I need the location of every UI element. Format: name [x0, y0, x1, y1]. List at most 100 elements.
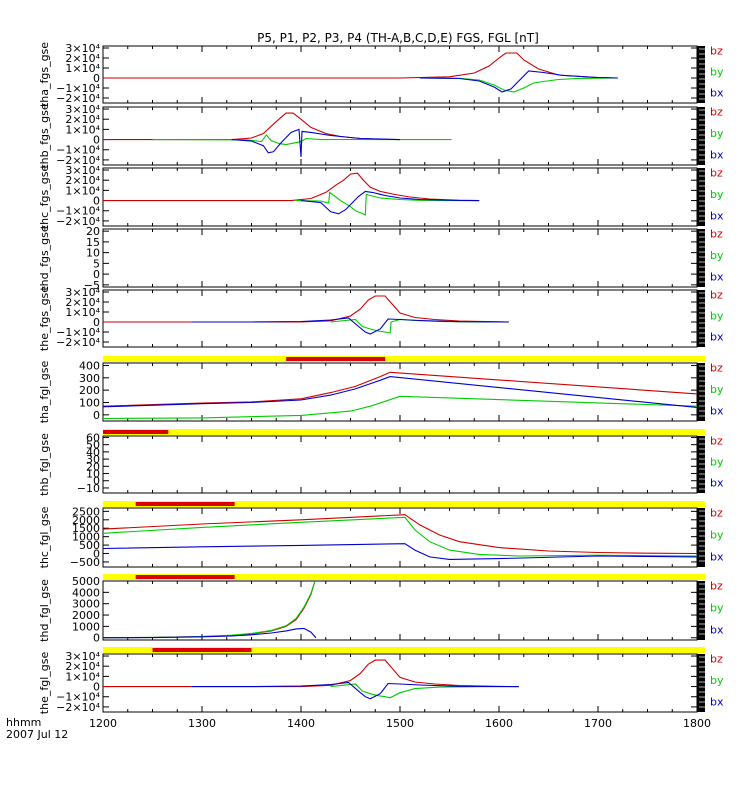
y-tick-label: −2×10⁴: [56, 154, 100, 167]
y-tick-label: −2×10⁴: [56, 336, 100, 349]
series-group: [103, 514, 697, 560]
y-tick-label: 2×10⁴: [65, 174, 100, 187]
series-by: [103, 516, 697, 557]
legend-bz: bz: [710, 289, 723, 302]
series-bx: [103, 627, 317, 639]
y-tick-label: 3×10⁴: [65, 650, 100, 663]
y-tick-label: 2×10⁴: [65, 296, 100, 309]
y-tick-label: 3×10⁴: [65, 103, 100, 116]
y-tick-label: −10: [77, 482, 100, 495]
series-bx: [103, 543, 697, 560]
y-tick-label: 100: [79, 396, 100, 409]
legend-by: by: [710, 188, 724, 201]
y-tick-label: 400: [79, 359, 100, 372]
x-tick-label: 1500: [386, 717, 414, 730]
y-tick-label: 1×10⁴: [65, 62, 100, 75]
y-tick-label: 1×10⁴: [65, 306, 100, 319]
coverage-bar-the_fgl_gse: [103, 647, 705, 653]
y-axis-label: thc_fgs_gse: [38, 165, 51, 230]
y-tick-label: 0: [93, 548, 100, 561]
series-bz: [103, 581, 316, 639]
y-axis-label: thd_fgl_gse: [38, 579, 51, 642]
series-bz: [103, 514, 697, 555]
series-bz: [103, 112, 401, 141]
legend-bx: bx: [710, 405, 724, 418]
legend-bz: bz: [710, 653, 723, 666]
legend-by: by: [710, 674, 724, 687]
y-axis-label: tha_fgs_gse: [38, 42, 51, 107]
panel-right-strip: [697, 290, 705, 347]
y-tick-label: 5000: [72, 575, 100, 588]
y-tick-label: 30: [86, 453, 100, 466]
panel-right-strip: [697, 229, 705, 287]
y-tick-label: 1×10⁴: [65, 184, 100, 197]
y-tick-label: −1×10⁴: [56, 205, 100, 218]
x-tick-label: 1300: [188, 717, 216, 730]
y-tick-label: 0: [93, 134, 100, 147]
legend: bz by bx: [710, 106, 724, 162]
coverage-bar-bg: [103, 501, 705, 507]
legend-bx: bx: [710, 149, 724, 162]
panel-frame: [102, 106, 698, 166]
panel-frame: [102, 167, 698, 227]
legend-bz: bz: [710, 362, 723, 375]
legend: bz by bx: [710, 580, 724, 637]
legend: bz by bx: [710, 653, 724, 709]
legend-bz: bz: [710, 228, 723, 241]
legend-bx: bx: [710, 550, 724, 563]
legend-by: by: [710, 529, 724, 542]
time-axis: 1200 1300 1400 1500 1600 1700 1800: [89, 717, 711, 730]
legend-by: by: [710, 249, 724, 262]
coverage-bar-thd_fgl_gse: [103, 574, 705, 580]
time-axis-date: 2007 Jul 12: [6, 728, 68, 741]
y-tick-label: 20: [86, 460, 100, 473]
coverage-bar-fill: [103, 430, 169, 434]
coverage-bar-fill: [135, 502, 235, 506]
y-tick-label: 3×10⁴: [65, 42, 100, 55]
y-axis-label: the_fgs_gse: [38, 286, 51, 351]
series-by: [103, 395, 697, 420]
legend-bz: bz: [710, 435, 723, 448]
panel-frame: [102, 653, 698, 713]
legend: bz by bx: [710, 435, 724, 490]
series-group: [103, 52, 618, 93]
series-bx: [419, 70, 618, 93]
y-tick-label: 15: [86, 236, 100, 249]
y-tick-label: 4000: [72, 586, 100, 599]
series-group: [103, 371, 697, 420]
y-tick-label: 0: [93, 681, 100, 694]
coverage-bar-fill: [152, 648, 252, 652]
y-tick-label: −1×10⁴: [56, 326, 100, 339]
legend-bz: bz: [710, 580, 723, 593]
y-tick-label: 0: [93, 475, 100, 488]
legend: bz by bx: [710, 45, 724, 100]
coverage-bar-fill: [286, 357, 386, 361]
series-bx: [231, 128, 401, 157]
panel-right-strip: [697, 436, 705, 493]
y-tick-label: 0: [93, 409, 100, 422]
y-tick-label: 50: [86, 439, 100, 452]
y-axis-label: thb_fgs_gse: [38, 103, 51, 169]
y-tick-label: 1000: [72, 531, 100, 544]
series-bx: [192, 317, 509, 335]
coverage-bar-bg: [103, 356, 705, 362]
series-bz: [103, 659, 519, 688]
y-tick-label: 2500: [72, 505, 100, 518]
y-tick-label: 2×10⁴: [65, 660, 100, 673]
coverage-bar-tha_fgl_gse: [103, 356, 705, 362]
y-tick-label: 60: [86, 431, 100, 444]
coverage-bar-bg: [103, 429, 705, 435]
y-tick-label: 20: [86, 225, 100, 238]
legend-bx: bx: [710, 210, 724, 223]
legend: bz by bx: [710, 228, 724, 284]
legend: bz by bx: [710, 507, 724, 564]
series-group: [103, 112, 452, 157]
y-tick-label: −2×10⁴: [56, 215, 100, 228]
y-axis-label: the_fgl_gse: [38, 652, 51, 715]
